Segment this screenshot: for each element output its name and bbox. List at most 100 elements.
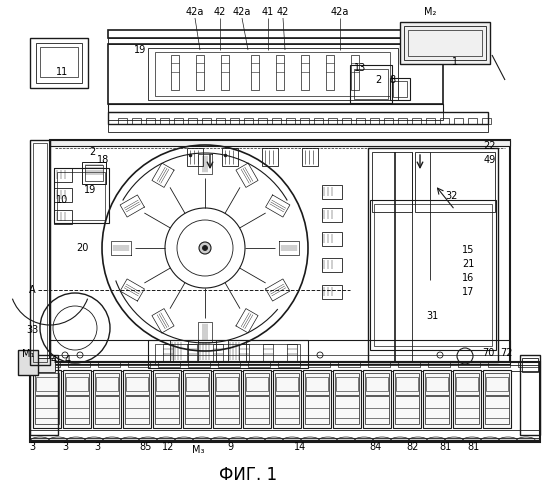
Bar [395, 396, 419, 424]
Bar [278, 362, 300, 367]
Bar [65, 373, 89, 395]
Bar [404, 26, 486, 60]
Bar [363, 370, 391, 428]
Bar [155, 373, 179, 395]
Bar [412, 118, 421, 124]
Bar [342, 118, 351, 124]
Bar [128, 362, 150, 367]
Bar [306, 377, 328, 391]
Bar [275, 396, 299, 424]
Bar [488, 362, 510, 367]
Bar [95, 373, 119, 395]
Bar [338, 362, 360, 367]
Bar [108, 112, 488, 124]
Bar [155, 52, 390, 96]
Text: 11: 11 [56, 67, 68, 77]
Bar [415, 152, 495, 212]
Text: 10: 10 [56, 195, 68, 205]
Text: M₃: M₃ [192, 445, 204, 455]
Bar [426, 118, 435, 124]
Bar [66, 377, 88, 391]
Bar [408, 30, 482, 56]
Bar [188, 118, 197, 124]
Bar [372, 152, 412, 212]
Bar [96, 377, 118, 391]
Text: 32: 32 [446, 191, 458, 201]
Bar [333, 370, 361, 428]
Text: 33: 33 [26, 325, 38, 335]
Bar [258, 118, 267, 124]
Text: A: A [28, 285, 35, 295]
Bar [123, 370, 151, 428]
Text: 42a: 42a [331, 7, 349, 17]
Text: 2: 2 [375, 75, 381, 85]
Bar [518, 362, 540, 367]
Bar [215, 373, 239, 395]
Bar [30, 355, 58, 435]
Bar [35, 396, 59, 424]
Bar [50, 355, 510, 362]
Bar [33, 370, 61, 428]
Bar [213, 370, 241, 428]
Text: 85: 85 [140, 442, 152, 452]
Text: 17: 17 [462, 287, 474, 297]
Bar [390, 78, 410, 100]
Bar [302, 148, 318, 166]
Bar [305, 373, 329, 395]
Bar [398, 118, 407, 124]
Bar [286, 118, 295, 124]
Text: 1: 1 [452, 57, 458, 67]
Bar [40, 47, 78, 77]
Bar [308, 362, 330, 367]
Bar [522, 358, 538, 372]
Bar [245, 373, 269, 395]
Text: 81: 81 [439, 442, 451, 452]
Bar [425, 373, 449, 395]
Bar [183, 370, 211, 428]
Bar [188, 362, 210, 367]
Bar [393, 81, 407, 97]
Bar [365, 396, 389, 424]
Bar [54, 168, 109, 223]
Bar [185, 396, 209, 424]
Bar [158, 362, 180, 367]
Bar [246, 377, 268, 391]
Bar [398, 362, 420, 367]
Bar [303, 370, 331, 428]
Bar [335, 373, 359, 395]
Text: 22: 22 [484, 141, 496, 151]
Bar [153, 370, 181, 428]
Bar [132, 118, 141, 124]
Bar [243, 370, 271, 428]
Bar [482, 118, 491, 124]
Bar [108, 124, 488, 132]
Text: 70: 70 [482, 348, 494, 358]
Bar [36, 377, 58, 391]
Bar [54, 188, 72, 202]
Bar [230, 118, 239, 124]
Bar [301, 55, 309, 90]
Bar [486, 377, 508, 391]
Bar [335, 396, 359, 424]
Text: 12: 12 [162, 442, 174, 452]
Bar [30, 140, 50, 365]
Bar [485, 373, 509, 395]
Bar [272, 118, 281, 124]
Bar [156, 377, 178, 391]
Bar [483, 370, 511, 428]
Text: 3: 3 [29, 442, 35, 452]
Bar [322, 285, 342, 299]
Bar [36, 43, 82, 83]
Bar [198, 340, 216, 362]
Bar [305, 396, 329, 424]
Bar [148, 48, 398, 100]
Bar [520, 355, 540, 435]
Text: 18: 18 [97, 155, 109, 165]
Bar [300, 118, 309, 124]
Text: 9: 9 [227, 442, 233, 452]
Text: 8: 8 [389, 75, 395, 85]
Bar [356, 118, 365, 124]
Bar [33, 358, 55, 372]
Text: 2: 2 [89, 147, 95, 157]
Bar [30, 38, 88, 88]
